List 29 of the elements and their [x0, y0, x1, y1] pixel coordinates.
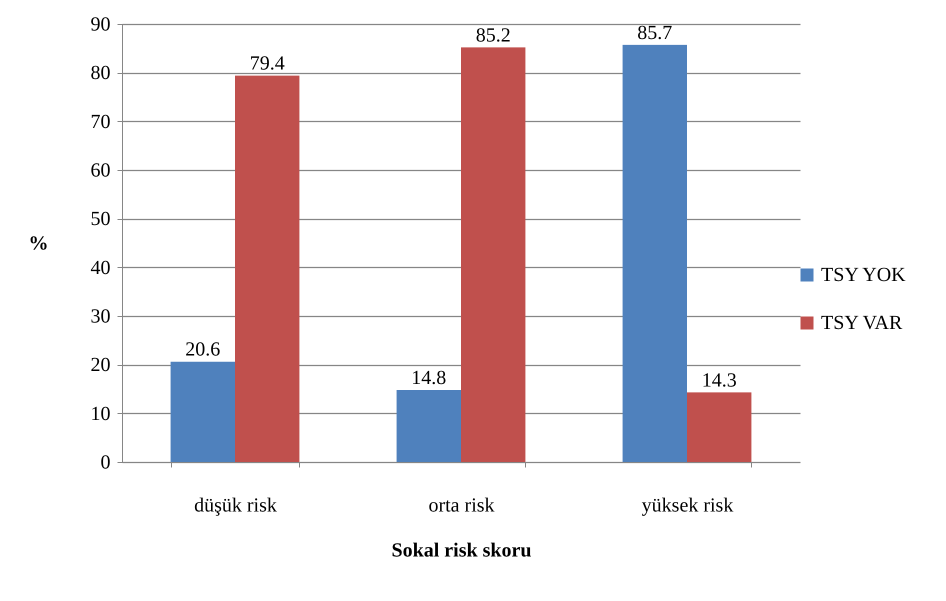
bar: [396, 390, 461, 462]
bar: [622, 44, 687, 462]
bar: [170, 362, 235, 462]
bar: [461, 47, 526, 462]
data-label: 14.8: [411, 366, 446, 389]
y-tick-label: 50: [90, 208, 110, 230]
y-tick-label: 80: [90, 62, 110, 84]
y-tick-label: 0: [100, 452, 110, 474]
legend-label: TSY YOK: [821, 264, 906, 286]
bar: [687, 392, 752, 462]
y-tick-label: 10: [90, 402, 110, 425]
y-tick-label: 20: [90, 354, 110, 376]
x-tick-label: orta risk: [428, 494, 495, 516]
data-label: 14.3: [702, 369, 737, 392]
y-tick-label: 90: [90, 14, 110, 36]
bar: [235, 76, 300, 462]
x-tick-label: düşük risk: [194, 494, 277, 516]
x-axis-title: Sokal risk skoru: [391, 540, 532, 562]
data-label: 20.6: [185, 338, 220, 361]
data-label: 85.2: [476, 24, 511, 46]
data-label: 85.7: [637, 22, 672, 44]
legend-label: TSY VAR: [821, 312, 903, 334]
y-tick-label: 60: [90, 160, 110, 182]
y-tick-label: 30: [90, 306, 110, 328]
y-axis-title: %: [28, 232, 48, 254]
y-tick-label: 70: [90, 110, 110, 133]
data-label: 79.4: [250, 52, 285, 75]
x-tick-label: yüksek risk: [642, 494, 734, 516]
y-tick-label: 40: [90, 256, 110, 279]
